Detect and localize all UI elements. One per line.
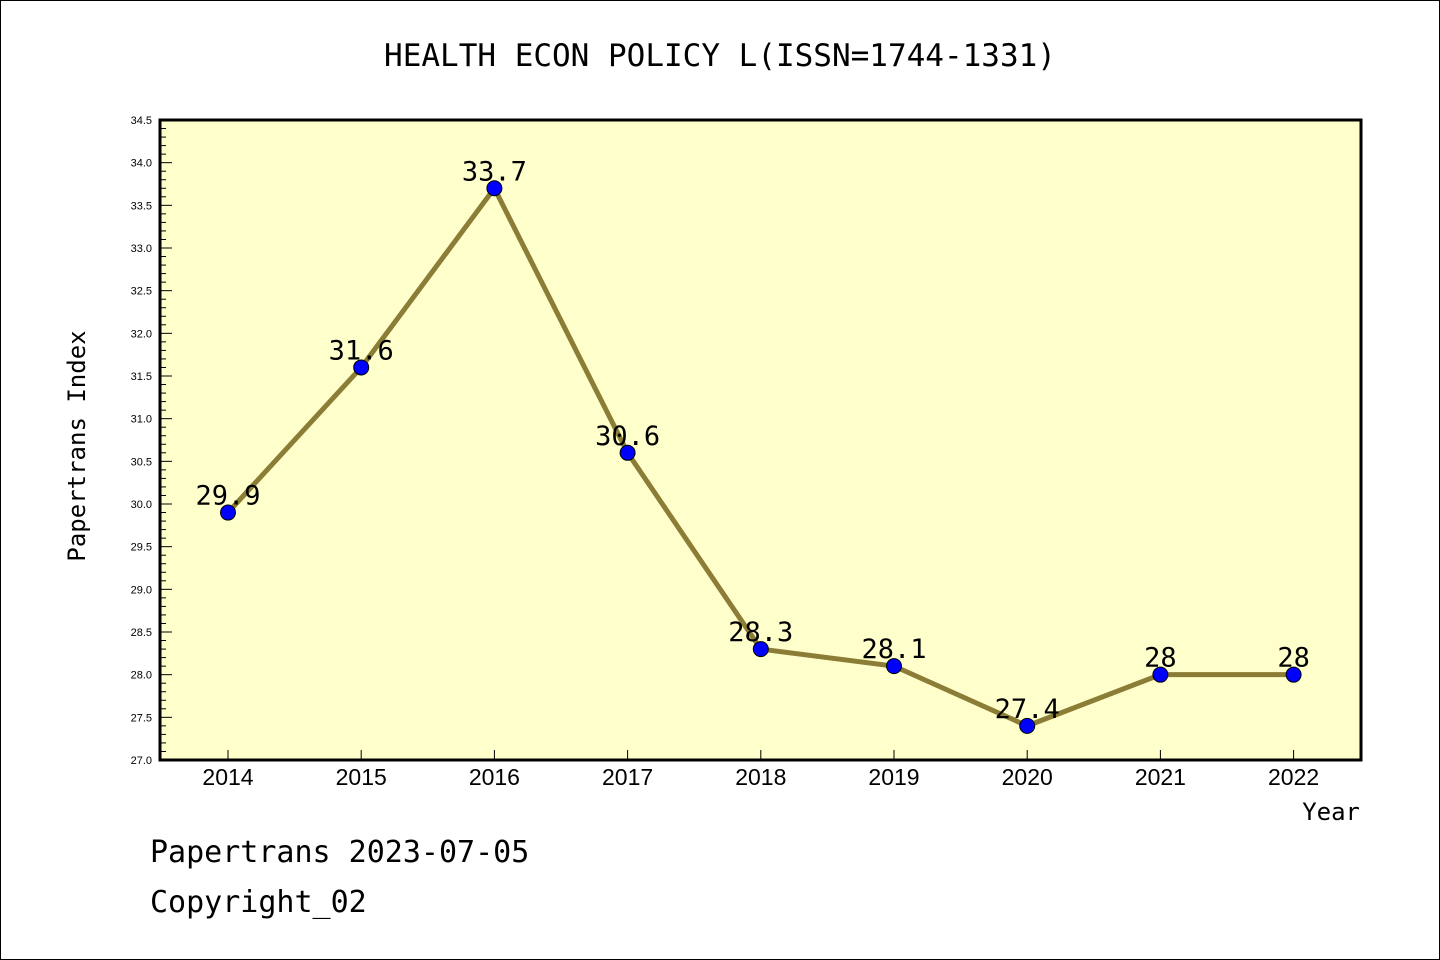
data-point-marker <box>486 180 503 197</box>
data-label: 27.4 <box>995 694 1060 725</box>
y-tick-label: 34.5 <box>131 115 152 127</box>
y-tick-label: 28.5 <box>131 627 152 639</box>
data-label: 28.1 <box>861 634 926 665</box>
x-tick-label: 2015 <box>336 764 387 790</box>
data-point-marker <box>619 444 636 461</box>
data-point-marker <box>1019 717 1036 734</box>
y-tick-label: 34.0 <box>131 158 152 170</box>
x-tick-label: 2017 <box>602 764 653 790</box>
x-tick-label: 2022 <box>1268 764 1319 790</box>
x-tick-label: 2014 <box>202 764 253 790</box>
data-label: 28 <box>1144 643 1177 674</box>
chart-title: HEALTH ECON POLICY L(ISSN=1744-1331) <box>384 38 1056 74</box>
data-point-marker <box>220 504 236 521</box>
y-tick-label: 32.0 <box>131 328 152 340</box>
y-tick-label: 27.5 <box>131 712 152 724</box>
y-tick-label: 31.5 <box>131 371 152 383</box>
y-tick-label: 28.0 <box>131 670 152 682</box>
y-tick-label: 27.0 <box>131 755 152 767</box>
y-tick-label: 31.0 <box>131 414 152 426</box>
x-tick-label: 2021 <box>1135 764 1186 790</box>
y-tick-label: 30.5 <box>131 456 152 468</box>
y-tick-label: 32.5 <box>131 286 152 298</box>
plot-area <box>160 120 1361 760</box>
y-tick-label: 30.0 <box>131 499 152 511</box>
data-point-marker <box>1285 666 1302 683</box>
data-label: 30.6 <box>595 421 660 452</box>
x-tick-label: 2018 <box>735 764 786 790</box>
data-label: 29.9 <box>195 481 260 512</box>
y-tick-label: 29.0 <box>131 584 152 596</box>
data-point-marker <box>752 641 769 658</box>
data-point-marker <box>886 658 902 675</box>
data-label: 31.6 <box>329 335 394 366</box>
series-line-group: 29.9 31.6 33.7 30.6 28.3 28.1 27.4 28 28 <box>195 156 1310 734</box>
y-tick-label: 33.0 <box>131 243 152 255</box>
x-tick-label: 2016 <box>469 764 520 790</box>
data-point-marker <box>1152 666 1169 683</box>
x-tick-label: 2019 <box>868 764 919 790</box>
plot-border <box>158 118 1363 762</box>
x-axis-label: Year <box>1302 798 1360 826</box>
y-axis-label: Papertrans Index <box>63 330 91 561</box>
footer-copyright: Copyright_02 <box>150 885 367 920</box>
data-label: 28 <box>1277 643 1310 674</box>
y-axis-ticks: 27.0 27.5 28.0 28.5 29.0 29.5 30.0 30.5 31.0 31.5… <box>131 115 172 767</box>
x-tick-label: 2020 <box>1002 764 1053 790</box>
data-point-marker <box>353 359 370 376</box>
y-tick-label: 33.5 <box>131 200 152 212</box>
data-label: 28.3 <box>728 617 793 648</box>
data-label: 33.7 <box>462 156 527 187</box>
x-axis-ticks: 2014 2015 2016 2017 2018 2019 2020 2021 2022 <box>202 750 1319 790</box>
footer-date: Papertrans 2023-07-05 <box>150 835 530 870</box>
y-tick-label: 29.5 <box>131 542 152 554</box>
